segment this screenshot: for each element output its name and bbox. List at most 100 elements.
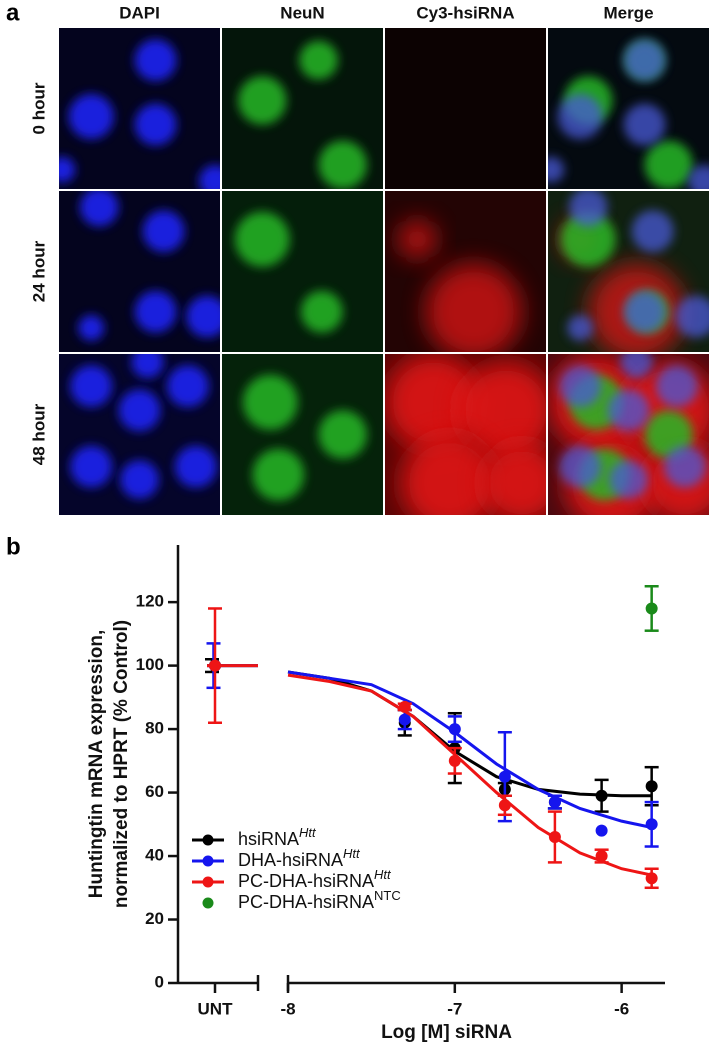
row-label: 0 hour bbox=[29, 82, 48, 134]
cell bbox=[457, 362, 546, 459]
x-tick-label: -8 bbox=[280, 999, 295, 1018]
x-tick-label: UNT bbox=[198, 999, 234, 1018]
x-tick-label: -7 bbox=[447, 999, 462, 1018]
x-axis-label: Log [M] siRNA bbox=[381, 1022, 512, 1043]
data-point bbox=[645, 818, 658, 831]
data-point bbox=[645, 780, 658, 793]
cell bbox=[238, 76, 287, 125]
micrograph bbox=[385, 354, 546, 515]
cell bbox=[568, 191, 608, 227]
data-point bbox=[595, 789, 608, 802]
data-point bbox=[398, 700, 411, 713]
x-tick-label: -6 bbox=[614, 999, 629, 1018]
micrograph bbox=[59, 28, 220, 189]
data-point bbox=[548, 831, 561, 843]
cell bbox=[234, 211, 290, 267]
cell bbox=[559, 445, 602, 488]
legend-name: hsiRNA bbox=[238, 829, 299, 849]
micrograph bbox=[385, 28, 546, 189]
y-tick-label: 60 bbox=[145, 782, 164, 801]
cell bbox=[166, 365, 209, 408]
cell bbox=[252, 448, 305, 501]
cell bbox=[134, 103, 177, 146]
data-point bbox=[548, 796, 561, 809]
legend-marker bbox=[202, 834, 214, 846]
fit-curve bbox=[287, 670, 652, 798]
cell bbox=[401, 434, 498, 515]
cell bbox=[142, 210, 185, 253]
legend-name: DHA-hsiRNA bbox=[238, 850, 343, 870]
micrograph bbox=[548, 28, 709, 189]
legend-entry: DHA-hsiRNAHtt bbox=[238, 846, 361, 869]
legend-entry: PC-DHA-hsiRNANTC bbox=[238, 888, 401, 911]
image-bg bbox=[222, 191, 383, 352]
cell bbox=[70, 445, 113, 488]
cell bbox=[131, 354, 164, 379]
cell bbox=[59, 156, 76, 183]
legend-marker bbox=[202, 855, 214, 867]
y-axis-label: Huntingtin mRNA expression, bbox=[86, 630, 107, 898]
cell bbox=[567, 314, 594, 341]
micrograph bbox=[59, 191, 220, 352]
y-tick-label: 40 bbox=[145, 846, 164, 865]
cell bbox=[623, 39, 666, 82]
control-point bbox=[209, 659, 221, 672]
column-header: Cy3-hsiRNA bbox=[416, 3, 514, 22]
cell bbox=[481, 442, 546, 515]
data-point bbox=[398, 713, 411, 726]
y-tick-label: 80 bbox=[145, 719, 164, 738]
y-tick-label: 100 bbox=[136, 655, 164, 674]
cell bbox=[70, 365, 113, 408]
cell bbox=[397, 219, 437, 259]
data-point bbox=[448, 723, 461, 736]
legend-superscript: Htt bbox=[374, 867, 392, 882]
cell bbox=[675, 295, 709, 338]
cell bbox=[199, 164, 220, 189]
cell bbox=[688, 164, 709, 189]
cell bbox=[134, 39, 177, 82]
cell bbox=[663, 445, 706, 488]
cell bbox=[299, 40, 338, 80]
micrograph bbox=[59, 354, 220, 515]
cell bbox=[425, 263, 522, 352]
cell bbox=[620, 354, 653, 379]
panel-letter: a bbox=[6, 0, 20, 26]
data-point bbox=[595, 824, 608, 837]
fit-curve bbox=[287, 670, 652, 829]
cell bbox=[78, 314, 105, 341]
cell bbox=[644, 140, 693, 189]
data-point bbox=[448, 754, 461, 767]
cell bbox=[560, 211, 616, 267]
cell bbox=[174, 445, 217, 488]
row-label: 48 hour bbox=[29, 403, 48, 465]
cell bbox=[607, 389, 650, 432]
data-point bbox=[645, 872, 658, 885]
legend-name: PC-DHA-hsiRNA bbox=[238, 871, 374, 891]
cell bbox=[79, 191, 119, 227]
fit-curve bbox=[287, 673, 652, 877]
column-header: DAPI bbox=[119, 3, 160, 22]
y-tick-label: 20 bbox=[145, 909, 164, 928]
cell bbox=[631, 210, 674, 253]
legend-entry: PC-DHA-hsiRNAHtt bbox=[238, 867, 392, 890]
micrograph bbox=[385, 191, 546, 352]
image-bg bbox=[385, 28, 546, 189]
legend-superscript: Htt bbox=[299, 825, 317, 840]
cell bbox=[318, 140, 367, 189]
legend-superscript: NTC bbox=[374, 888, 401, 903]
cell bbox=[385, 354, 482, 451]
cell bbox=[548, 156, 565, 183]
micrograph bbox=[222, 354, 383, 515]
micrograph bbox=[548, 354, 709, 515]
chart: UNT 0 20 40 60 80 100 120 -8 -7 -6 Log [M] siRNA Hun… bbox=[86, 545, 665, 1043]
cell bbox=[242, 374, 298, 430]
cell bbox=[609, 460, 648, 499]
row-label: 24 hour bbox=[29, 240, 48, 302]
y-axis-label: normalized to HPRT (% Control) bbox=[111, 620, 132, 908]
micrograph bbox=[222, 28, 383, 189]
micrograph bbox=[222, 191, 383, 352]
y-tick-label: 0 bbox=[155, 972, 164, 991]
legend-marker bbox=[202, 876, 214, 888]
data-point bbox=[498, 770, 511, 783]
